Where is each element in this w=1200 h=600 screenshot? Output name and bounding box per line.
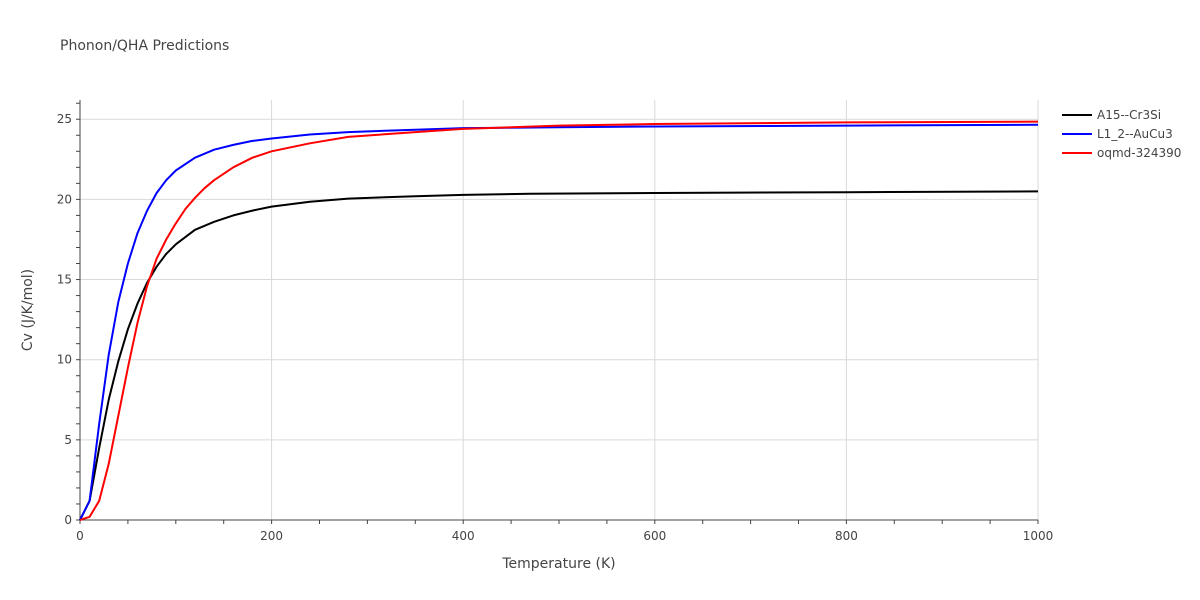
y-tick-label: 15 [57, 273, 72, 287]
x-tick-labels: 0 200 400 600 800 1000 [76, 529, 1053, 543]
y-tick-label: 10 [57, 353, 72, 367]
x-tick-label: 800 [835, 529, 858, 543]
x-tick-label: 0 [76, 529, 84, 543]
legend-label: A15--Cr3Si [1097, 108, 1161, 122]
y-tick-label: 5 [64, 433, 72, 447]
x-tick-label: 200 [260, 529, 283, 543]
grid [80, 100, 1039, 520]
series-line-a15-cr3si [79, 190, 1039, 521]
legend-label: L1_2--AuCu3 [1097, 127, 1173, 141]
series-line-oqmd-324390 [79, 120, 1039, 521]
y-axis-title: Cv (J/K/mol) [20, 269, 36, 351]
legend-item-oqmd-324390[interactable]: oqmd-324390 [1062, 146, 1181, 160]
legend-label: oqmd-324390 [1097, 146, 1181, 160]
y-tick-labels: 0 5 10 15 20 25 [57, 112, 72, 527]
legend-item-a15-cr3si[interactable]: A15--Cr3Si [1062, 108, 1161, 122]
series-line-l1-2-aucu3 [79, 123, 1039, 521]
axes [76, 100, 1039, 524]
series-lines [79, 120, 1039, 521]
x-tick-label: 600 [643, 529, 666, 543]
legend-item-l1-2-aucu3[interactable]: L1_2--AuCu3 [1062, 127, 1173, 141]
chart-title: Phonon/QHA Predictions [60, 38, 229, 54]
x-tick-label: 1000 [1023, 529, 1054, 543]
legend[interactable]: A15--Cr3Si L1_2--AuCu3 oqmd-324390 [1062, 108, 1181, 160]
y-tick-label: 0 [64, 513, 72, 527]
x-tick-label: 400 [452, 529, 475, 543]
x-axis-title: Temperature (K) [501, 556, 615, 572]
y-tick-label: 20 [57, 192, 72, 206]
y-tick-label: 25 [57, 112, 72, 126]
